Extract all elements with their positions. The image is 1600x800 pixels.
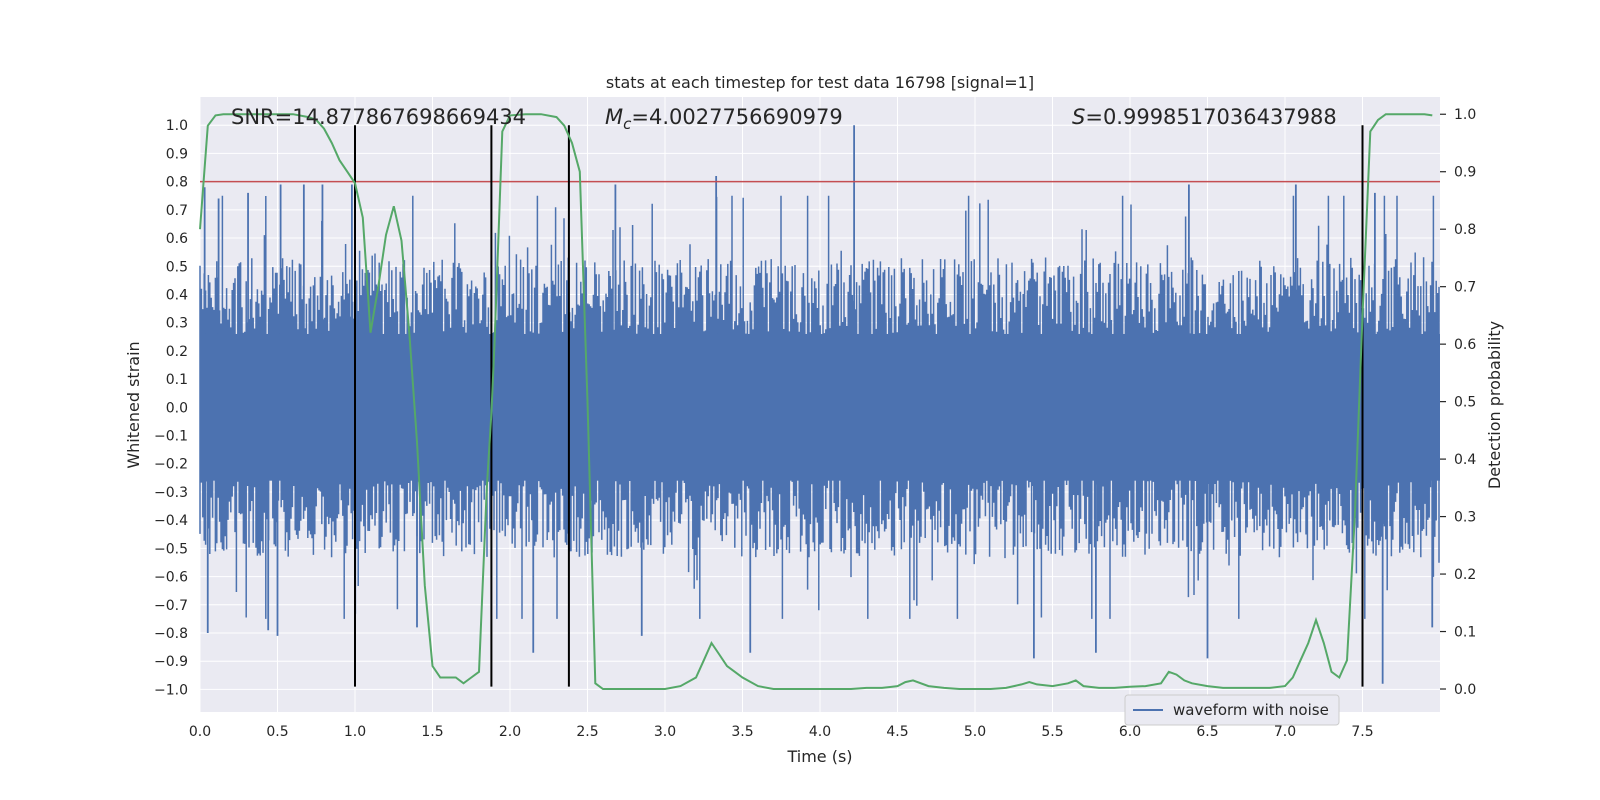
y-tick-label: −0.1 <box>154 429 188 445</box>
y-tick-label: 0.4 <box>166 287 188 303</box>
probability-series <box>199 113 1433 690</box>
x-tick-label: 3.0 <box>654 724 676 740</box>
y2-tick-label: 0.7 <box>1454 280 1476 296</box>
y-axis-ticks: 1.0 0.9 0.8 0.7 0.6 0.5 0.4 0.3 0.2 0.1 0.0 −0.1 −0.… <box>154 118 188 698</box>
y2-tick-label: 0.0 <box>1454 682 1476 698</box>
y-tick-label: −0.4 <box>154 513 188 529</box>
y2-axis-label: Detection probability <box>1485 321 1504 489</box>
y-tick-label: 1.0 <box>166 118 188 134</box>
y-tick-label: −0.9 <box>154 654 188 670</box>
y-tick-label: 0.0 <box>166 400 188 416</box>
y-axis-label: Whitened strain <box>124 341 143 468</box>
x-tick-label: 6.5 <box>1196 724 1218 740</box>
x-tick-label: 6.0 <box>1119 724 1141 740</box>
x-tick-label: 1.0 <box>344 724 366 740</box>
x-tick-label: 7.0 <box>1274 724 1296 740</box>
x-tick-label: 1.5 <box>421 724 443 740</box>
x-tick-label: 4.0 <box>809 724 831 740</box>
y2-tick-label: 0.3 <box>1454 510 1476 526</box>
x-tick-label: 4.5 <box>886 724 908 740</box>
y-tick-label: 0.3 <box>166 316 188 332</box>
legend: waveform with noise <box>1124 694 1340 726</box>
y2-tick-label: 0.9 <box>1454 165 1476 181</box>
y2-tick-label: 0.6 <box>1454 337 1476 353</box>
x-tick-label: 0.0 <box>189 724 211 740</box>
x-tick-label: 2.5 <box>576 724 598 740</box>
chirp-mass-subscript: c <box>623 115 632 133</box>
y-tick-label: −0.7 <box>154 598 188 614</box>
y2-tick-label: 0.4 <box>1454 452 1476 468</box>
vertical-markers <box>354 125 1364 687</box>
x-axis-label: Time (s) <box>786 747 852 766</box>
chirp-mass-symbol: M <box>605 105 623 129</box>
chart-title: stats at each timestep for test data 167… <box>606 73 1034 92</box>
x-tick-label: 3.5 <box>731 724 753 740</box>
y-tick-label: 0.9 <box>166 146 188 162</box>
waveform-series <box>199 125 1440 684</box>
score-value: =0.9998517036437988 <box>1085 105 1336 129</box>
y-tick-label: 0.2 <box>166 344 188 360</box>
y-tick-label: −0.8 <box>154 626 188 642</box>
y-tick-label: 0.8 <box>166 175 188 191</box>
y-tick-label: −0.6 <box>154 570 188 586</box>
y2-tick-label: 1.0 <box>1454 107 1476 123</box>
y-tick-label: −0.5 <box>154 541 188 557</box>
x-tick-label: 7.5 <box>1351 724 1373 740</box>
x-axis-ticks: 0.0 0.5 1.0 1.5 2.0 2.5 3.0 3.5 4.0 4.5 5.0 5.5 6.0 6… <box>189 724 1374 740</box>
legend-box <box>1124 694 1340 726</box>
x-tick-label: 0.5 <box>266 724 288 740</box>
y2-tick-label: 0.8 <box>1454 222 1476 238</box>
y-tick-label: −1.0 <box>154 682 188 698</box>
y2-tick-label: 0.5 <box>1454 395 1476 411</box>
y-tick-label: 0.1 <box>166 372 188 388</box>
x-tick-label: 5.0 <box>964 724 986 740</box>
chirp-mass-annotation: Mc=4.0027756690979 <box>605 105 843 133</box>
y2-tick-label: 0.1 <box>1454 625 1476 641</box>
probability-line <box>199 113 1433 690</box>
legend-label: waveform with noise <box>1173 701 1329 719</box>
chirp-mass-value: =4.0027756690979 <box>631 105 842 129</box>
score-symbol: S <box>1072 105 1085 129</box>
y-tick-label: 0.7 <box>166 203 188 219</box>
y-tick-label: −0.2 <box>154 457 188 473</box>
waveform-core-band <box>200 333 1440 481</box>
y-tick-label: 0.5 <box>166 259 188 275</box>
y-tick-label: 0.6 <box>166 231 188 247</box>
y2-axis-ticks: 1.0 0.9 0.8 0.7 0.6 0.5 0.4 0.3 0.2 0.1 0.0 <box>1440 107 1476 698</box>
snr-annotation: SNR=14.877867698669434 <box>231 105 526 129</box>
y2-tick-label: 0.2 <box>1454 567 1476 583</box>
y-tick-label: −0.3 <box>154 485 188 501</box>
x-tick-label: 5.5 <box>1041 724 1063 740</box>
x-tick-label: 2.0 <box>499 724 521 740</box>
score-annotation: S=0.9998517036437988 <box>1072 105 1337 129</box>
